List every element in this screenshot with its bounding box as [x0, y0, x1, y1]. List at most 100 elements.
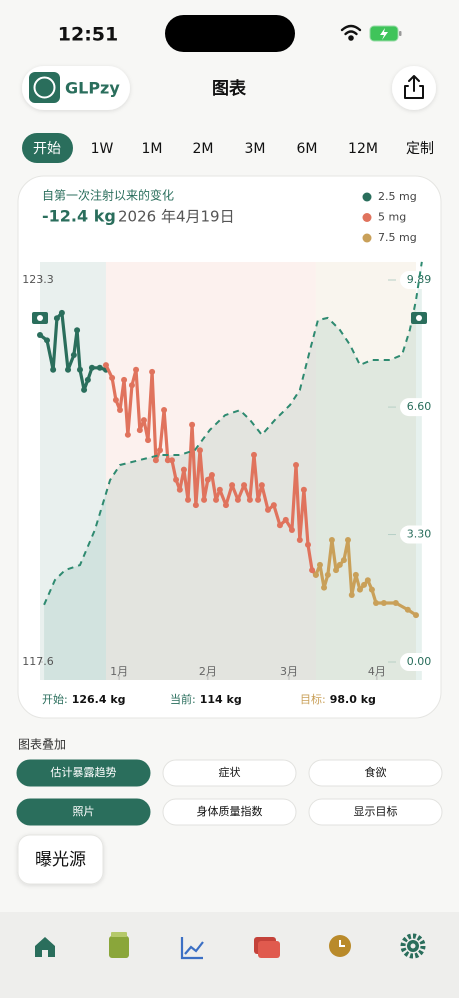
status-time: 12:51: [58, 24, 118, 46]
weight-point: [102, 362, 109, 369]
footer-value: 114 kg: [200, 693, 242, 706]
x-tick-label: 2月: [199, 665, 217, 678]
y-tick-label: 123.3: [22, 273, 54, 286]
y-tick-label: 117.6: [22, 655, 54, 668]
weight-point: [185, 496, 192, 503]
tab-photos[interactable]: [254, 937, 280, 958]
range-tab[interactable]: 12M: [348, 141, 378, 157]
range-tab[interactable]: 1W: [91, 141, 114, 157]
weight-point: [340, 557, 347, 564]
weight-point: [364, 577, 371, 584]
app-name: GLPzy: [65, 79, 120, 98]
x-tick-label: 3月: [280, 665, 298, 678]
weight-point: [300, 486, 307, 493]
weight-point: [189, 421, 196, 428]
overlay-option-label: 身体质量指数: [197, 804, 263, 818]
y2-tick-pill: [400, 271, 438, 289]
y2-tick-pill: [400, 653, 438, 671]
weight-point: [213, 496, 220, 503]
weight-point: [149, 368, 156, 375]
weight-point: [413, 612, 419, 619]
tab-home[interactable]: [35, 937, 55, 957]
weight-point: [392, 600, 399, 607]
chart-footer: 开始: 126.4 kg 当前: 114 kg 目标: 98.0 kg: [42, 692, 376, 706]
tab-history[interactable]: [329, 935, 351, 957]
weight-point: [255, 496, 262, 503]
y2-tick-pill: [400, 398, 438, 417]
weight-point: [276, 522, 283, 529]
weight-point: [161, 407, 168, 414]
page-title: 图表: [212, 78, 247, 99]
weight-point: [328, 537, 335, 544]
weight-point: [333, 567, 340, 574]
range-tab[interactable]: 定制: [406, 141, 434, 157]
weight-point: [201, 496, 208, 503]
weight-point: [312, 571, 319, 578]
range-tab[interactable]: 6M: [297, 141, 318, 157]
weight-point: [65, 366, 72, 373]
share-icon: [404, 75, 424, 99]
weight-point: [361, 581, 368, 588]
plot: 1月 2月 3月 4月 117.6 123.3 0.00 3.30 6.60 9.89 2.5 mg…: [22, 190, 438, 680]
tab-settings[interactable]: [400, 933, 426, 959]
logo-ring: [33, 76, 56, 99]
overlay-option[interactable]: [308, 759, 443, 787]
overlay-option-label: 估计暴露趋势: [51, 766, 117, 779]
range-tab[interactable]: 开始: [33, 141, 61, 157]
range-tab[interactable]: 2M: [193, 141, 214, 157]
weight-point: [348, 591, 355, 598]
weight-point: [324, 571, 331, 578]
overlay-option[interactable]: [162, 759, 297, 787]
weight-point: [121, 376, 128, 383]
weight-point: [116, 407, 123, 414]
range-tab[interactable]: 3M: [245, 141, 266, 157]
legend-swatch: [362, 213, 372, 222]
weight-point: [222, 502, 229, 509]
weight-point: [234, 496, 241, 503]
footer-label: 开始:: [42, 692, 68, 706]
weight-point: [250, 451, 257, 458]
weight-point: [258, 482, 265, 489]
weight-point: [309, 567, 316, 574]
weight-point: [192, 502, 199, 509]
weight-point: [145, 437, 152, 444]
overlay-option-label: 照片: [73, 805, 95, 818]
overlay-option[interactable]: [16, 798, 151, 826]
weight-point: [404, 606, 411, 613]
weight-point: [293, 461, 300, 468]
legend-label: 5 mg: [378, 211, 406, 224]
range-tabs: 开始 1W 1M 2M 3M 6M 12M 定制: [22, 133, 434, 163]
tab-selected[interactable]: [22, 133, 73, 163]
y2-tick-pill: [400, 525, 438, 544]
weight-point: [50, 366, 57, 373]
tab-chart[interactable]: [180, 937, 204, 960]
source-button[interactable]: [17, 834, 104, 885]
overlay-option[interactable]: [16, 759, 151, 787]
weight-point: [196, 447, 203, 454]
weight-point: [282, 516, 289, 523]
weight-point: [296, 537, 303, 544]
weight-point: [264, 506, 271, 513]
weight-point: [316, 561, 323, 568]
chart-card: [17, 175, 442, 719]
overlay-option[interactable]: [162, 798, 297, 826]
overlay-option[interactable]: [308, 798, 443, 826]
y2-tick-label: 9.89: [407, 273, 432, 286]
weight-point: [81, 386, 88, 393]
footer-value: 126.4 kg: [72, 693, 126, 706]
weight-point: [321, 584, 328, 591]
source-label: 曝光源: [35, 850, 86, 870]
chart-date: 2026 年4月19日: [118, 208, 235, 226]
weight-point: [168, 457, 175, 464]
photo-marker-lens: [37, 315, 43, 321]
dose-period-band: [40, 262, 106, 680]
legend-swatch: [362, 233, 372, 243]
weight-point: [373, 600, 380, 607]
range-tab[interactable]: 1M: [142, 141, 163, 157]
weight-point: [53, 315, 60, 322]
tab-doses[interactable]: [109, 932, 129, 958]
weight-point: [128, 382, 135, 389]
weight-point: [180, 466, 187, 473]
footer-label: 目标:: [300, 692, 326, 706]
